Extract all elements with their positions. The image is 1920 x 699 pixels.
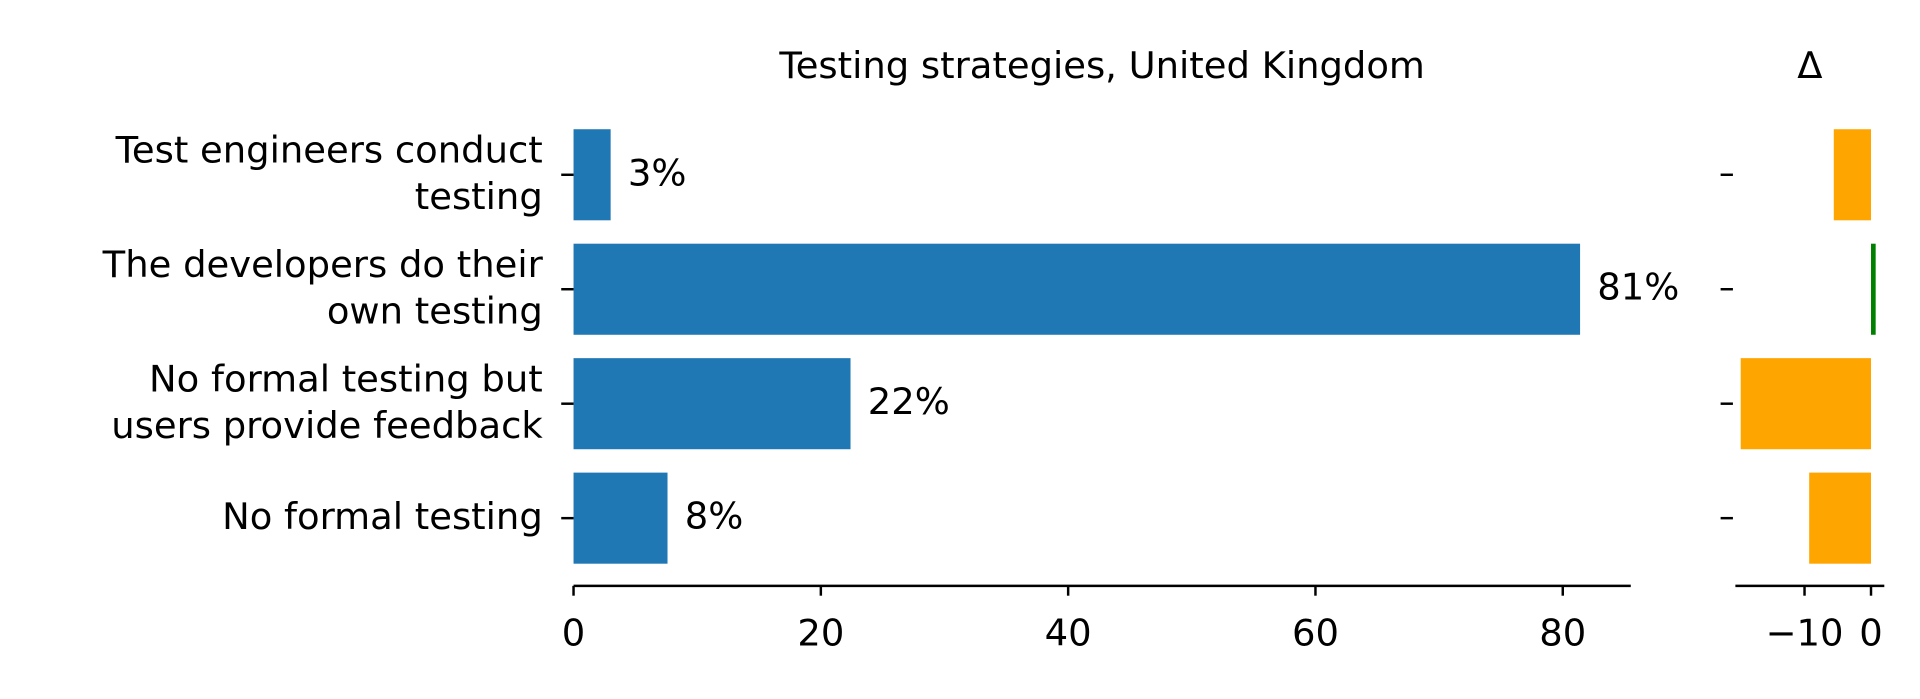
bar — [1871, 243, 1876, 335]
x-tick-label: −10 — [1766, 612, 1844, 655]
bar — [573, 472, 668, 564]
x-tick-label: 60 — [1292, 612, 1339, 655]
chart-title: Testing strategies, United Kingdom — [778, 44, 1424, 87]
bar — [573, 358, 851, 450]
x-tick-label: 80 — [1539, 612, 1586, 655]
chart-title: Δ — [1797, 44, 1822, 87]
bar — [1809, 472, 1872, 564]
bar — [573, 243, 1581, 335]
bar — [573, 129, 611, 221]
value-label: 3% — [628, 151, 687, 194]
y-tick-label: Test engineers conduct testing — [115, 129, 543, 220]
x-tick-label: 0 — [562, 612, 585, 655]
value-label: 81% — [1597, 266, 1679, 309]
value-label: 22% — [868, 380, 950, 423]
value-label: 8% — [685, 495, 744, 538]
bar — [1833, 129, 1872, 221]
x-tick-label: 20 — [797, 612, 844, 655]
y-tick-label: No formal testing — [222, 496, 543, 540]
y-tick-label: The developers do their own testing — [102, 243, 543, 334]
x-tick-label: 0 — [1859, 612, 1882, 655]
bar — [1740, 358, 1872, 450]
x-tick-label: 40 — [1045, 612, 1092, 655]
y-tick-label: No formal testing but users provide feed… — [111, 358, 543, 449]
